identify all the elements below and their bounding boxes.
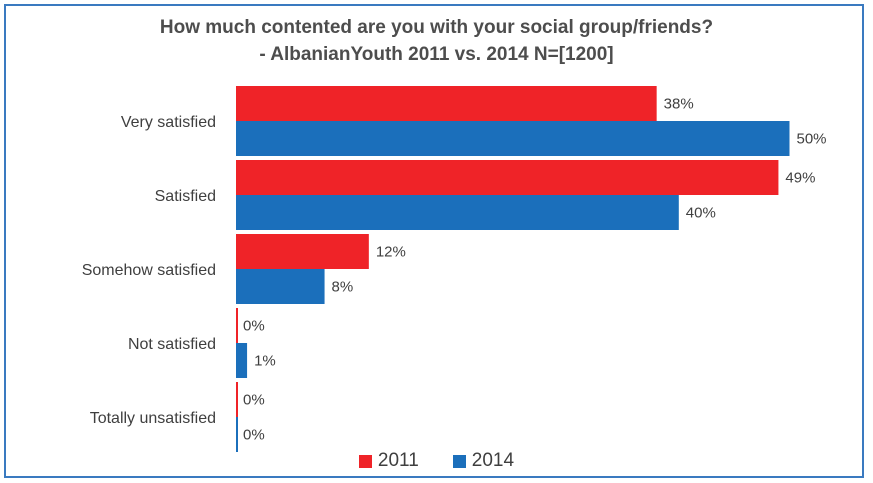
legend-label-2014: 2014	[471, 450, 515, 471]
bar-2014-totally-unsatisfied	[236, 417, 238, 452]
value-label-2011-somehow-satisfied: 12%	[376, 244, 406, 261]
bar-2011-satisfied	[236, 160, 779, 195]
bar-2014-satisfied	[236, 195, 679, 230]
legend-label-2011: 2011	[377, 450, 419, 471]
chart-title-block: How much contented are you with your soc…	[0, 14, 873, 68]
bar-2011-somehow-satisfied	[236, 234, 369, 269]
legend: 2011 2014	[0, 450, 873, 472]
bar-2011-not-satisfied	[236, 308, 238, 343]
value-label-2014-somehow-satisfied: 8%	[332, 279, 354, 296]
chart-title: How much contented are you with your soc…	[159, 17, 714, 38]
category-label-not-satisfied: Not satisfied	[128, 336, 216, 353]
category-label-very-satisfied: Very satisfied	[121, 114, 216, 131]
value-label-2014-satisfied: 40%	[686, 205, 716, 222]
category-label-totally-unsatisfied: Totally unsatisfied	[90, 410, 216, 427]
legend-item-2014: 2014	[452, 450, 515, 472]
value-label-2011-very-satisfied: 38%	[664, 96, 694, 113]
bar-2011-very-satisfied	[236, 86, 657, 121]
value-label-2011-not-satisfied: 0%	[243, 318, 265, 335]
legend-swatch-2014	[452, 454, 466, 468]
chart-frame	[4, 4, 864, 478]
bar-2014-very-satisfied	[236, 121, 790, 156]
bar-2011-totally-unsatisfied	[236, 382, 238, 417]
legend-item-2011: 2011	[358, 450, 419, 472]
category-label-satisfied: Satisfied	[155, 188, 216, 205]
category-label-somehow-satisfied: Somehow satisfied	[82, 262, 216, 279]
value-label-2014-not-satisfied: 1%	[254, 353, 276, 370]
chart-subtitle: - AlbanianYouth 2011 vs. 2014 N=[1200]	[259, 44, 614, 65]
bar-2014-not-satisfied	[236, 343, 248, 378]
bar-2014-somehow-satisfied	[236, 269, 325, 304]
value-label-2014-very-satisfied: 50%	[797, 131, 827, 148]
value-label-2011-totally-unsatisfied: 0%	[243, 392, 265, 409]
value-label-2011-satisfied: 49%	[785, 170, 815, 187]
value-label-2014-totally-unsatisfied: 0%	[243, 427, 265, 444]
legend-swatch-2011	[358, 454, 372, 468]
